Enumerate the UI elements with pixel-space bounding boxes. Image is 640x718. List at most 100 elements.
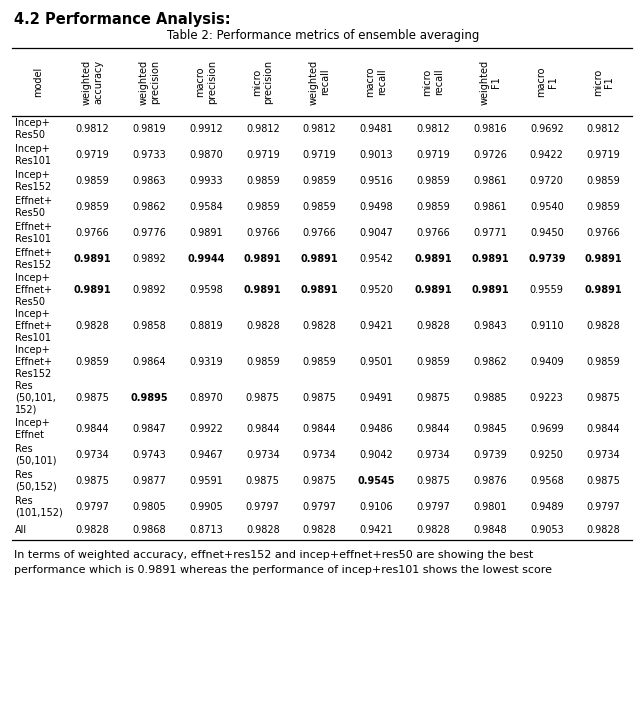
Text: 0.9491: 0.9491 [360, 393, 393, 403]
Text: 0.9734: 0.9734 [417, 450, 450, 460]
Text: 0.9875: 0.9875 [246, 393, 280, 403]
Text: 0.9843: 0.9843 [473, 321, 507, 331]
Text: 0.9720: 0.9720 [530, 176, 564, 186]
Text: 0.9845: 0.9845 [473, 424, 507, 434]
Text: Incep+
Effnet+
Res152: Incep+ Effnet+ Res152 [15, 345, 52, 378]
Text: 0.9812: 0.9812 [587, 124, 620, 134]
Text: Res
(101,152): Res (101,152) [15, 496, 63, 518]
Text: 0.9053: 0.9053 [530, 525, 564, 535]
Text: 0.9797: 0.9797 [76, 502, 109, 512]
Text: 0.9944: 0.9944 [188, 254, 225, 264]
Text: 0.9828: 0.9828 [246, 525, 280, 535]
Text: 0.9516: 0.9516 [360, 176, 393, 186]
Text: 0.9891: 0.9891 [74, 285, 111, 295]
Text: 0.9319: 0.9319 [189, 357, 223, 367]
Text: All: All [15, 525, 27, 535]
Text: 0.9486: 0.9486 [360, 424, 393, 434]
Text: 0.9828: 0.9828 [246, 321, 280, 331]
Text: 0.9743: 0.9743 [132, 450, 166, 460]
Text: 0.9801: 0.9801 [473, 502, 507, 512]
Text: 0.9891: 0.9891 [585, 254, 623, 264]
Text: 0.9859: 0.9859 [417, 357, 450, 367]
Text: 0.9501: 0.9501 [360, 357, 393, 367]
Text: 0.9876: 0.9876 [473, 476, 507, 486]
Text: micro
precision: micro precision [252, 60, 274, 104]
Text: 0.9844: 0.9844 [246, 424, 280, 434]
Text: 0.9891: 0.9891 [244, 285, 282, 295]
Text: 0.9540: 0.9540 [530, 202, 564, 212]
Text: 0.9891: 0.9891 [244, 254, 282, 264]
Text: 0.9545: 0.9545 [358, 476, 395, 486]
Text: 0.9812: 0.9812 [417, 124, 450, 134]
Text: 0.9042: 0.9042 [360, 450, 393, 460]
Text: 4.2 Performance Analysis:: 4.2 Performance Analysis: [14, 12, 230, 27]
Text: 0.9891: 0.9891 [189, 228, 223, 238]
Text: 0.8970: 0.8970 [189, 393, 223, 403]
Text: 0.9875: 0.9875 [303, 476, 337, 486]
Text: macro
F1: macro F1 [536, 67, 557, 97]
Text: 0.9719: 0.9719 [417, 150, 450, 160]
Text: 0.9828: 0.9828 [303, 321, 337, 331]
Text: 0.9726: 0.9726 [473, 150, 507, 160]
Text: Res
(50,101): Res (50,101) [15, 444, 56, 466]
Text: 0.8713: 0.8713 [189, 525, 223, 535]
Text: 0.9891: 0.9891 [585, 285, 623, 295]
Text: micro
recall: micro recall [422, 68, 444, 95]
Text: Incep+
Res50: Incep+ Res50 [15, 118, 50, 140]
Text: 0.9766: 0.9766 [587, 228, 620, 238]
Text: 0.9250: 0.9250 [530, 450, 564, 460]
Text: 0.9844: 0.9844 [417, 424, 450, 434]
Text: 0.9891: 0.9891 [414, 285, 452, 295]
Text: 0.9875: 0.9875 [76, 476, 109, 486]
Text: 0.9859: 0.9859 [76, 202, 109, 212]
Text: 0.9797: 0.9797 [416, 502, 450, 512]
Text: 0.9892: 0.9892 [132, 285, 166, 295]
Text: 0.9859: 0.9859 [246, 357, 280, 367]
Text: Incep+
Res152: Incep+ Res152 [15, 170, 51, 192]
Text: 0.9870: 0.9870 [189, 150, 223, 160]
Text: 0.9859: 0.9859 [303, 357, 337, 367]
Text: 0.9859: 0.9859 [76, 357, 109, 367]
Text: 0.9797: 0.9797 [587, 502, 621, 512]
Text: 0.9863: 0.9863 [132, 176, 166, 186]
Text: 0.9739: 0.9739 [528, 254, 566, 264]
Text: 0.9859: 0.9859 [587, 202, 620, 212]
Text: 0.9766: 0.9766 [417, 228, 450, 238]
Text: 0.9771: 0.9771 [473, 228, 507, 238]
Text: 0.9450: 0.9450 [530, 228, 564, 238]
Text: 0.9719: 0.9719 [76, 150, 109, 160]
Text: 0.9859: 0.9859 [587, 357, 620, 367]
Text: Res
(50,101,
152): Res (50,101, 152) [15, 381, 56, 414]
Text: 0.9598: 0.9598 [189, 285, 223, 295]
Text: 0.9892: 0.9892 [132, 254, 166, 264]
Text: 0.9568: 0.9568 [530, 476, 564, 486]
Text: 0.9862: 0.9862 [132, 202, 166, 212]
Text: 0.9875: 0.9875 [587, 393, 621, 403]
Text: 0.9719: 0.9719 [246, 150, 280, 160]
Text: 0.9498: 0.9498 [360, 202, 393, 212]
Text: Effnet+
Res50: Effnet+ Res50 [15, 196, 52, 218]
Text: 0.9859: 0.9859 [417, 176, 450, 186]
Text: 0.9422: 0.9422 [530, 150, 564, 160]
Text: 0.9734: 0.9734 [303, 450, 337, 460]
Text: 0.9891: 0.9891 [301, 285, 339, 295]
Text: Incep+
Effnet+
Res50: Incep+ Effnet+ Res50 [15, 274, 52, 307]
Text: 0.9766: 0.9766 [76, 228, 109, 238]
Text: 0.9776: 0.9776 [132, 228, 166, 238]
Text: macro
recall: macro recall [365, 67, 387, 97]
Text: 0.9797: 0.9797 [303, 502, 337, 512]
Text: 0.9467: 0.9467 [189, 450, 223, 460]
Text: 0.9520: 0.9520 [360, 285, 394, 295]
Text: 0.9481: 0.9481 [360, 124, 393, 134]
Text: 0.9891: 0.9891 [301, 254, 339, 264]
Text: 0.8819: 0.8819 [189, 321, 223, 331]
Text: 0.9875: 0.9875 [416, 476, 450, 486]
Text: 0.9875: 0.9875 [416, 393, 450, 403]
Text: 0.9912: 0.9912 [189, 124, 223, 134]
Text: 0.9819: 0.9819 [132, 124, 166, 134]
Text: 0.9812: 0.9812 [246, 124, 280, 134]
Text: Incep+
Effnet+
Res101: Incep+ Effnet+ Res101 [15, 309, 52, 342]
Text: 0.9734: 0.9734 [587, 450, 620, 460]
Text: 0.9591: 0.9591 [189, 476, 223, 486]
Text: Effnet+
Res152: Effnet+ Res152 [15, 248, 52, 270]
